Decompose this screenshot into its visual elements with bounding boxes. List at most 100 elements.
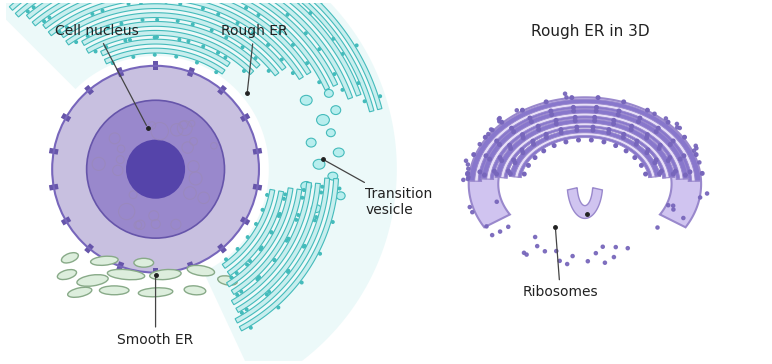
Text: Transition
vesicle: Transition vesicle (326, 161, 432, 217)
Circle shape (266, 194, 269, 196)
Circle shape (484, 154, 488, 158)
Ellipse shape (218, 276, 237, 285)
Ellipse shape (62, 253, 79, 263)
Circle shape (107, 26, 110, 28)
Circle shape (52, 66, 259, 273)
Circle shape (667, 203, 670, 207)
Circle shape (300, 281, 303, 284)
Polygon shape (61, 4, 286, 70)
Circle shape (596, 96, 600, 99)
Circle shape (306, 62, 308, 64)
Circle shape (245, 7, 247, 9)
Circle shape (668, 156, 672, 159)
Circle shape (303, 245, 305, 248)
Circle shape (101, 9, 103, 12)
Circle shape (286, 271, 290, 273)
Polygon shape (222, 189, 275, 268)
Circle shape (542, 149, 546, 153)
Circle shape (644, 172, 648, 176)
Circle shape (303, 189, 305, 191)
Circle shape (640, 164, 643, 167)
Circle shape (111, 62, 114, 64)
Circle shape (132, 56, 134, 58)
Circle shape (700, 171, 704, 175)
Circle shape (555, 249, 558, 253)
Ellipse shape (77, 275, 108, 286)
Circle shape (607, 128, 611, 131)
Circle shape (532, 142, 535, 146)
Polygon shape (490, 116, 679, 179)
Text: Smooth ER: Smooth ER (117, 277, 194, 347)
Circle shape (637, 120, 640, 123)
Ellipse shape (134, 258, 154, 267)
Polygon shape (9, 0, 361, 96)
Circle shape (268, 290, 270, 293)
Circle shape (191, 23, 194, 26)
Circle shape (240, 290, 242, 293)
Circle shape (523, 251, 526, 254)
Circle shape (124, 39, 127, 42)
Circle shape (638, 116, 642, 120)
Circle shape (655, 158, 658, 162)
Circle shape (655, 130, 658, 134)
Circle shape (332, 37, 334, 40)
Circle shape (622, 132, 625, 136)
Circle shape (537, 124, 540, 128)
Circle shape (225, 258, 227, 261)
Circle shape (558, 259, 561, 262)
Circle shape (277, 215, 280, 217)
Polygon shape (0, 0, 397, 364)
Circle shape (577, 138, 581, 142)
Polygon shape (496, 119, 675, 178)
Circle shape (286, 240, 288, 242)
Circle shape (309, 12, 312, 15)
Circle shape (506, 169, 510, 173)
Circle shape (86, 35, 89, 37)
Circle shape (466, 177, 469, 181)
Circle shape (500, 120, 503, 124)
Polygon shape (475, 103, 695, 181)
Circle shape (486, 132, 490, 136)
Circle shape (520, 108, 524, 112)
Polygon shape (66, 13, 279, 76)
Circle shape (512, 158, 516, 162)
Circle shape (593, 119, 597, 123)
Circle shape (297, 0, 300, 3)
Ellipse shape (100, 286, 129, 295)
Circle shape (521, 133, 524, 136)
Ellipse shape (337, 192, 345, 200)
Circle shape (646, 148, 649, 151)
Polygon shape (515, 133, 655, 177)
Circle shape (550, 113, 554, 116)
Circle shape (364, 100, 366, 103)
Circle shape (140, 1, 142, 4)
Circle shape (485, 225, 488, 228)
Circle shape (692, 149, 696, 152)
Polygon shape (240, 113, 250, 122)
Circle shape (672, 172, 675, 176)
Circle shape (318, 48, 320, 50)
Circle shape (241, 312, 243, 314)
Circle shape (699, 196, 702, 199)
Circle shape (355, 44, 358, 47)
Text: Cell nucleus: Cell nucleus (55, 24, 147, 125)
Circle shape (467, 167, 470, 170)
Circle shape (478, 170, 482, 174)
Circle shape (523, 172, 526, 176)
Polygon shape (252, 184, 262, 191)
Circle shape (666, 159, 670, 162)
Circle shape (201, 7, 205, 10)
Circle shape (590, 138, 593, 142)
Circle shape (679, 157, 682, 161)
Circle shape (225, 36, 228, 39)
Circle shape (211, 29, 213, 32)
Polygon shape (84, 243, 94, 254)
Polygon shape (61, 113, 71, 122)
Circle shape (571, 254, 574, 258)
Polygon shape (217, 243, 227, 254)
Circle shape (706, 192, 709, 195)
Circle shape (482, 173, 486, 177)
Circle shape (607, 131, 611, 134)
Circle shape (217, 51, 219, 54)
Circle shape (295, 218, 297, 221)
